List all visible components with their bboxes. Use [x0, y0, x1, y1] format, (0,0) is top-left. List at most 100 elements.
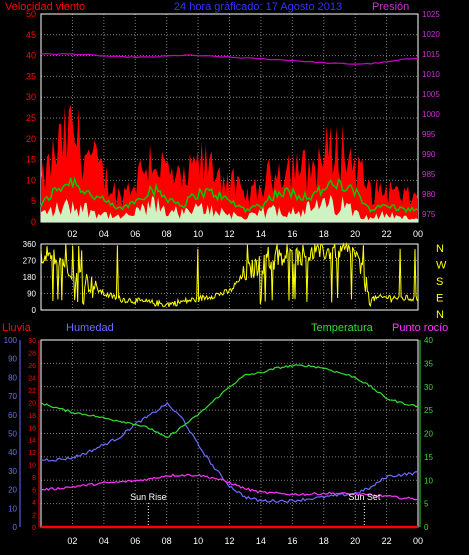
humidity-y-tick-label: 70 [8, 392, 17, 401]
x-tick-label: 06 [130, 229, 140, 239]
temperature-series [40, 364, 419, 439]
sun-marker-label: Sun Set [348, 492, 381, 502]
humidity-series [40, 401, 419, 503]
humidity-y-tick-label: 50 [8, 430, 17, 439]
humidity-y-tick-label: 60 [8, 411, 17, 420]
rain-y-tick-label: 14 [28, 438, 36, 445]
humidity-y-tick-label: 100 [4, 336, 18, 345]
wind-y-tick-label: 5 [31, 196, 36, 206]
x-tick-label: 06 [130, 536, 140, 546]
rain-y-tick-label: 24 [28, 375, 36, 382]
wind-gust-series [41, 104, 418, 222]
pressure-y-tick-label: 1020 [422, 30, 440, 39]
x-tick-label: 20 [350, 536, 360, 546]
x-tick-label: 14 [256, 536, 266, 546]
x-tick-label: 20 [350, 229, 360, 239]
dewpoint-series [40, 473, 419, 501]
x-tick-label: 22 [382, 536, 392, 546]
rain-y-tick-label: 12 [28, 450, 36, 457]
temperature-y-tick-label: 15 [424, 453, 433, 462]
temperature-y-tick-label: 35 [424, 359, 433, 368]
pressure-y-tick-label: 1025 [422, 10, 440, 19]
pressure-series [40, 52, 419, 65]
rain-y-tick-label: 20 [28, 400, 36, 407]
temperature-y-tick-label: 25 [424, 406, 433, 415]
rain-y-tick-label: 2 [32, 513, 36, 520]
x-tick-label: 08 [162, 536, 172, 546]
temperature-y-tick-label: 40 [424, 336, 433, 345]
humidity-y-tick-label: 30 [8, 467, 17, 476]
temperature-y-tick-label: 20 [424, 430, 433, 439]
rain-y-tick-label: 28 [28, 350, 36, 357]
temperature-title: Temperatura [311, 322, 374, 334]
wind-y-tick-label: 30 [26, 92, 36, 102]
pressure-y-tick-label: 995 [422, 130, 436, 139]
x-tick-label: 08 [162, 229, 172, 239]
humidity-y-tick-label: 90 [8, 355, 17, 364]
rain-y-tick-label: 0 [32, 525, 36, 532]
pressure-title: Presión [372, 1, 409, 13]
x-tick-label: 04 [99, 536, 109, 546]
direction-compass-label: W [436, 260, 447, 272]
rain-y-tick-label: 6 [32, 488, 36, 495]
x-tick-label: 10 [193, 229, 203, 239]
wind-y-tick-label: 35 [26, 71, 36, 81]
wind-minimum-series [41, 194, 418, 222]
x-tick-label: 00 [413, 536, 423, 546]
x-tick-label: 02 [67, 229, 77, 239]
x-tick-label: 22 [382, 229, 392, 239]
wind-average-series [40, 176, 419, 214]
rain-y-tick-label: 8 [32, 475, 36, 482]
wind-pressure-panel: 02 04 06 08 10 12 14 16 18 20 22 000510152025303540… [26, 9, 440, 239]
rain-y-tick-label: 26 [28, 363, 36, 370]
wind-y-tick-label: 15 [26, 155, 36, 165]
direction-y-tick-label: 90 [27, 290, 36, 299]
humidity-y-tick-label: 10 [8, 504, 17, 513]
direction-y-tick-label: 180 [23, 273, 37, 282]
chart-date-title: 24 hora gráficado: 17 Agosto 2013 [174, 1, 342, 13]
humidity-y-tick-label: 80 [8, 373, 17, 382]
dewpoint-title: Punto rocío [392, 322, 448, 334]
x-tick-label: 16 [287, 229, 297, 239]
pressure-y-tick-label: 1005 [422, 90, 440, 99]
rain-y-tick-label: 10 [28, 463, 36, 470]
direction-y-tick-label: 0 [32, 306, 37, 315]
plot-frame [40, 243, 419, 311]
humidity-y-tick-label: 20 [8, 486, 17, 495]
direction-compass-label: E [436, 293, 443, 305]
temperature-humidity-panel: 02 04 06 08 10 12 14 16 18 20 22 000102030405060708… [4, 336, 434, 546]
wind-y-tick-label: 50 [26, 9, 36, 19]
wind-y-tick-label: 45 [26, 30, 36, 40]
rain-title: Lluvia [2, 322, 32, 334]
x-tick-label: 18 [319, 229, 329, 239]
x-tick-label: 16 [287, 536, 297, 546]
temperature-y-tick-label: 30 [424, 383, 433, 392]
direction-y-tick-label: 270 [23, 257, 37, 266]
pressure-y-tick-label: 1015 [422, 50, 440, 59]
direction-compass-label: S [436, 276, 443, 288]
rain-y-tick-label: 16 [28, 425, 36, 432]
pressure-y-tick-label: 990 [422, 150, 436, 159]
humidity-y-tick-label: 40 [8, 448, 17, 457]
wind-direction-series [40, 242, 419, 308]
wind-y-tick-label: 10 [26, 175, 36, 185]
x-tick-label: 12 [224, 229, 234, 239]
wind-y-tick-label: 40 [26, 51, 36, 61]
x-tick-label: 00 [413, 229, 423, 239]
pressure-y-tick-label: 985 [422, 170, 436, 179]
pressure-y-tick-label: 980 [422, 190, 436, 199]
wind-y-tick-label: 20 [26, 134, 36, 144]
direction-y-tick-label: 360 [23, 240, 37, 249]
direction-compass-label: N [436, 309, 444, 321]
x-tick-label: 10 [193, 536, 203, 546]
humidity-title: Humedad [66, 322, 114, 334]
temperature-y-tick-label: 5 [424, 500, 429, 509]
rain-y-tick-label: 18 [28, 413, 36, 420]
x-tick-label: 04 [99, 229, 109, 239]
x-tick-label: 18 [319, 536, 329, 546]
pressure-y-tick-label: 1000 [422, 110, 440, 119]
wind-y-tick-label: 25 [26, 113, 36, 123]
humidity-y-tick-label: 0 [13, 523, 18, 532]
direction-compass-label: N [436, 243, 444, 255]
